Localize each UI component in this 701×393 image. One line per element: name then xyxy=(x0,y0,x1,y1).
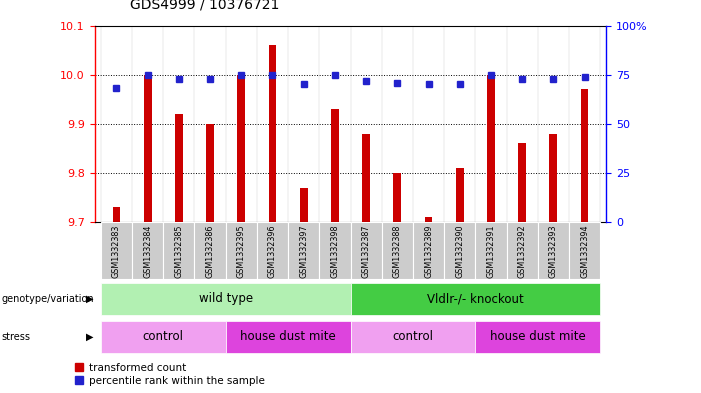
Bar xyxy=(101,321,226,353)
Text: GSM1332395: GSM1332395 xyxy=(237,224,246,278)
Bar xyxy=(132,222,163,279)
Text: GSM1332390: GSM1332390 xyxy=(455,224,464,278)
Bar xyxy=(288,222,319,279)
Bar xyxy=(175,114,183,222)
Bar xyxy=(393,173,401,222)
Bar xyxy=(319,222,350,279)
Bar xyxy=(331,109,339,222)
Text: stress: stress xyxy=(1,332,30,342)
Text: GSM1332396: GSM1332396 xyxy=(268,224,277,278)
Bar xyxy=(226,321,350,353)
Bar xyxy=(382,222,413,279)
Bar xyxy=(413,222,444,279)
Text: control: control xyxy=(393,330,433,343)
Bar xyxy=(268,45,276,222)
Text: GSM1332392: GSM1332392 xyxy=(517,224,526,278)
Bar xyxy=(456,168,463,222)
Bar xyxy=(350,321,475,353)
Bar xyxy=(475,321,600,353)
Bar xyxy=(350,283,600,314)
Text: wild type: wild type xyxy=(198,292,253,305)
Text: house dust mite: house dust mite xyxy=(490,330,585,343)
Text: GSM1332387: GSM1332387 xyxy=(362,224,371,278)
Text: GSM1332391: GSM1332391 xyxy=(486,224,496,278)
Text: Vldlr-/- knockout: Vldlr-/- knockout xyxy=(427,292,524,305)
Bar xyxy=(101,283,350,314)
Text: GSM1332383: GSM1332383 xyxy=(112,224,121,278)
Text: GDS4999 / 10376721: GDS4999 / 10376721 xyxy=(130,0,279,12)
Bar xyxy=(487,75,495,222)
Bar xyxy=(362,134,370,222)
Text: control: control xyxy=(143,330,184,343)
Text: GSM1332384: GSM1332384 xyxy=(143,224,152,278)
Bar xyxy=(206,124,214,222)
Bar xyxy=(350,222,382,279)
Text: ▶: ▶ xyxy=(86,294,93,304)
Bar xyxy=(518,143,526,222)
Text: GSM1332394: GSM1332394 xyxy=(580,224,589,278)
Text: GSM1332398: GSM1332398 xyxy=(330,224,339,278)
Bar xyxy=(425,217,433,222)
Text: ▶: ▶ xyxy=(86,332,93,342)
Text: GSM1332393: GSM1332393 xyxy=(549,224,558,278)
Text: house dust mite: house dust mite xyxy=(240,330,336,343)
Bar xyxy=(538,222,569,279)
Legend: transformed count, percentile rank within the sample: transformed count, percentile rank withi… xyxy=(75,363,265,386)
Bar xyxy=(475,222,507,279)
Bar xyxy=(163,222,194,279)
Bar xyxy=(101,222,132,279)
Bar xyxy=(300,187,308,222)
Bar xyxy=(507,222,538,279)
Text: genotype/variation: genotype/variation xyxy=(1,294,94,304)
Text: GSM1332386: GSM1332386 xyxy=(205,224,215,278)
Text: GSM1332389: GSM1332389 xyxy=(424,224,433,278)
Text: GSM1332388: GSM1332388 xyxy=(393,224,402,278)
Bar xyxy=(238,75,245,222)
Bar xyxy=(550,134,557,222)
Bar xyxy=(444,222,475,279)
Bar xyxy=(569,222,600,279)
Bar xyxy=(194,222,226,279)
Bar xyxy=(144,75,151,222)
Bar xyxy=(580,89,588,222)
Bar xyxy=(226,222,257,279)
Bar xyxy=(113,207,121,222)
Text: GSM1332397: GSM1332397 xyxy=(299,224,308,278)
Text: GSM1332385: GSM1332385 xyxy=(175,224,184,278)
Bar xyxy=(257,222,288,279)
